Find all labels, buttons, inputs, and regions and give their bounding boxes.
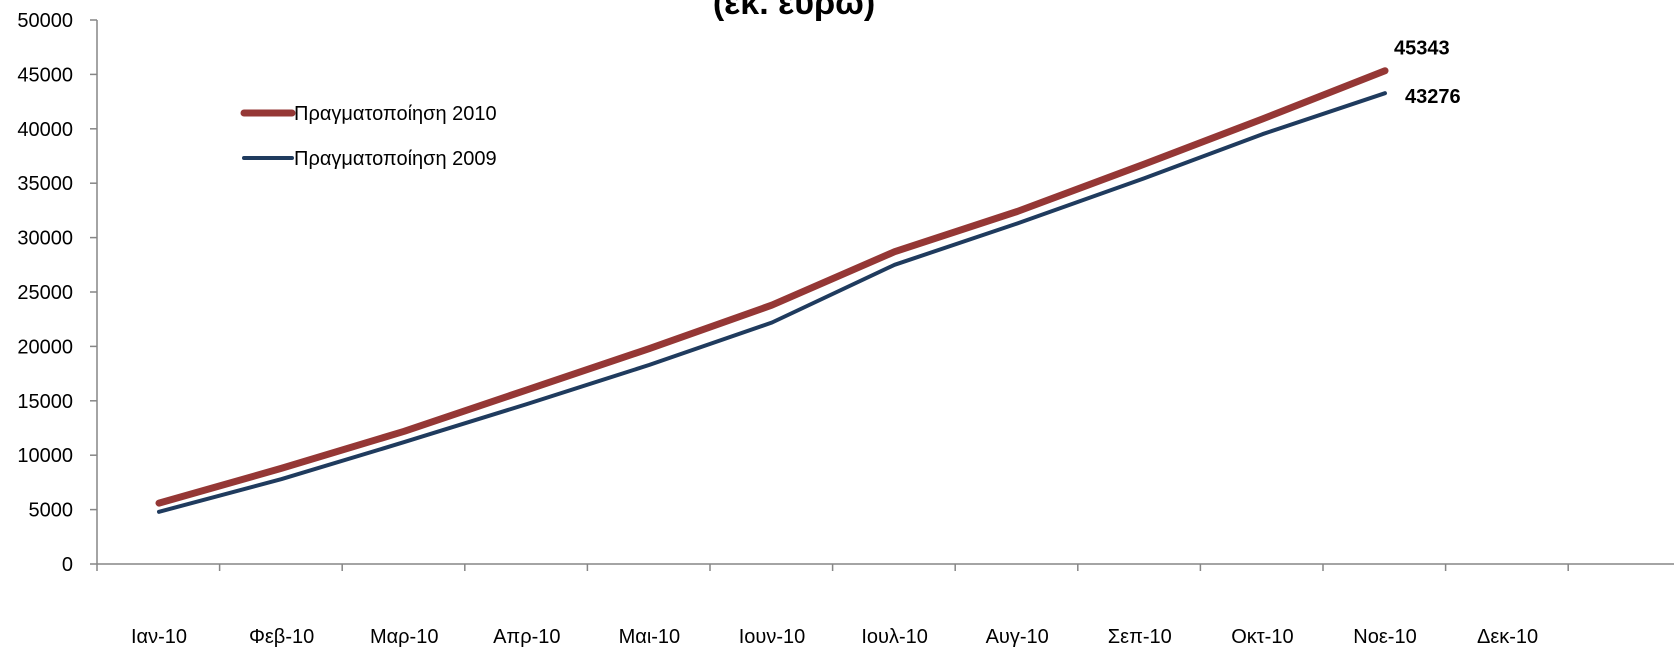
x-tick-label: Οκτ-10 <box>1231 626 1293 648</box>
x-tick-label: Ιουν-10 <box>739 626 806 648</box>
data-labels: 45343 43276 <box>1394 38 1461 108</box>
y-tick-label: 45000 <box>17 64 73 86</box>
x-tick-label: Ιαν-10 <box>131 626 187 648</box>
x-tick-label: Δεκ-10 <box>1477 626 1538 648</box>
y-axis-ticks: 0 5000 10000 15000 20000 25000 30000 35000 40000… <box>17 10 97 576</box>
series-line-2 <box>157 91 1387 514</box>
legend-label: Πραγματοποίηση 2009 <box>294 148 497 170</box>
y-tick-label: 40000 <box>17 119 73 141</box>
series-layer <box>155 67 1389 514</box>
y-tick-label: 25000 <box>17 282 73 304</box>
x-tick-label: Αυγ-10 <box>986 626 1049 648</box>
x-tick-label: Απρ-10 <box>493 626 560 648</box>
y-tick-label: 20000 <box>17 336 73 358</box>
y-tick-label: 10000 <box>17 445 73 467</box>
x-tick-label: Μαι-10 <box>619 626 681 648</box>
x-tick-label: Σεπ-10 <box>1108 626 1172 648</box>
x-tick-label: Ιουλ-10 <box>861 626 928 648</box>
y-tick-label: 15000 <box>17 391 73 413</box>
legend: Πραγματοποίηση 2010 Πραγματοποίηση 2009 <box>240 103 497 170</box>
data-label: 45343 <box>1394 38 1450 60</box>
x-tick-label: Φεβ-10 <box>249 626 314 648</box>
data-label: 43276 <box>1405 86 1461 108</box>
x-axis-ticks: Ιαν-10 Φεβ-10 Μαρ-10 Απρ-10 Μαι-10 Ιουν-10 Ιου… <box>96 564 1569 648</box>
x-tick-label: Μαρ-10 <box>370 626 439 648</box>
y-tick-label: 35000 <box>17 173 73 195</box>
chart-title: (εκ. ευρώ) <box>713 0 875 22</box>
y-tick-label: 30000 <box>17 228 73 250</box>
y-tick-label: 5000 <box>29 500 74 522</box>
y-tick-label: 0 <box>62 554 73 576</box>
series-line-1 <box>155 67 1389 507</box>
x-tick-label: Νοε-10 <box>1353 626 1416 648</box>
y-tick-label: 50000 <box>17 10 73 32</box>
legend-label: Πραγματοποίηση 2010 <box>294 103 497 125</box>
